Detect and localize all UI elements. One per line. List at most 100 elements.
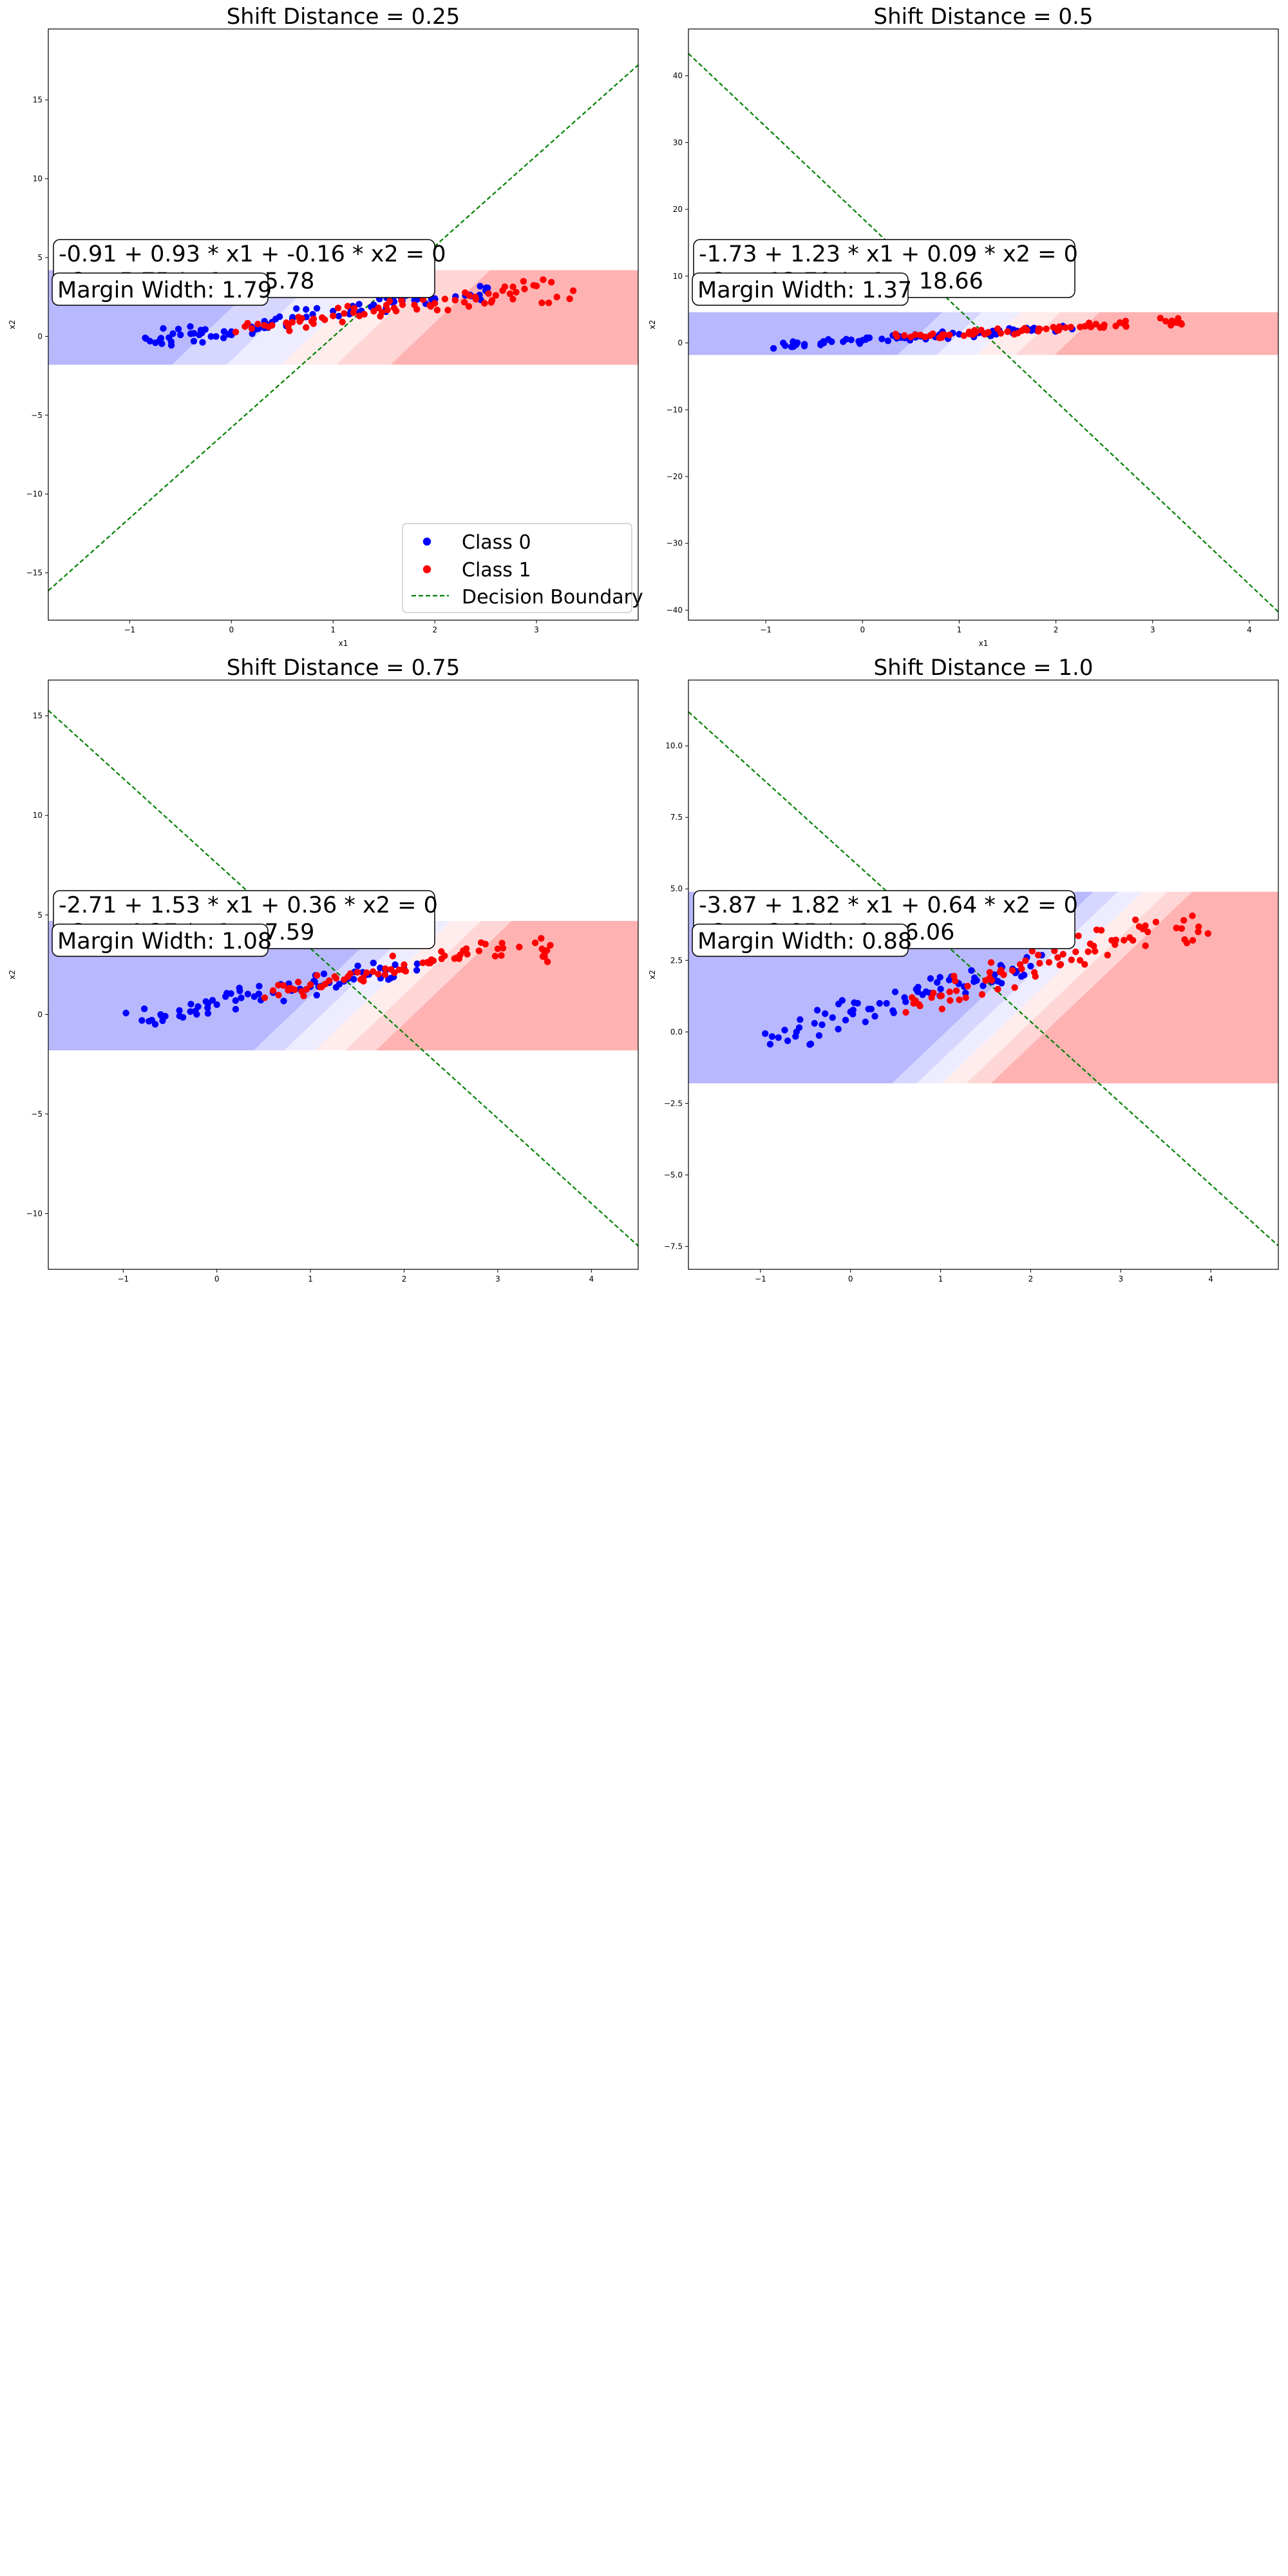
class1-point: [291, 986, 298, 994]
class1-point: [544, 958, 551, 965]
class1-point: [978, 991, 986, 998]
class0-point: [244, 990, 251, 998]
class1-point: [1204, 930, 1212, 937]
class1-point: [321, 980, 329, 988]
class0-point: [196, 331, 203, 339]
class1-point: [994, 985, 1001, 993]
x-tick-label: −1: [760, 625, 772, 634]
class1-point: [1036, 960, 1043, 967]
y-axis-label: x2: [648, 320, 657, 330]
margin-box: [692, 272, 909, 306]
class1-point: [509, 296, 516, 303]
class0-point: [927, 975, 934, 982]
class1-point: [426, 302, 433, 309]
class0-point: [276, 313, 283, 320]
y-tick-label: 10: [33, 811, 43, 820]
class0-point: [303, 306, 310, 313]
legend-box: [402, 523, 632, 613]
legend-boundary-label: Decision Boundary: [462, 586, 643, 609]
class1-point: [334, 305, 342, 312]
class1-point: [566, 295, 573, 303]
class0-point: [213, 333, 220, 340]
class1-point: [901, 332, 908, 339]
class1-point: [375, 971, 382, 978]
class1-point: [472, 296, 480, 303]
class0-point: [152, 339, 159, 346]
axes-frame: [48, 28, 639, 621]
class1-point: [1112, 941, 1119, 949]
class1-point: [1068, 956, 1075, 963]
class0-point: [784, 1037, 791, 1045]
class0-point: [194, 1003, 202, 1010]
y-tick-label: 15: [33, 95, 43, 104]
class1-point: [1056, 323, 1063, 330]
class0-point: [891, 989, 899, 996]
class1-point: [1004, 328, 1011, 336]
legend-class1-marker: [422, 565, 431, 574]
region-level-6: [990, 891, 1278, 1084]
class1-point: [956, 996, 963, 1003]
class0-point: [193, 1010, 200, 1018]
class1-point: [441, 952, 448, 960]
class0-point: [138, 1017, 146, 1024]
class1-point: [1177, 319, 1185, 327]
class1-point: [1051, 947, 1058, 954]
class1-point: [547, 942, 554, 949]
class1-point: [232, 328, 240, 336]
class0-point: [293, 305, 300, 312]
equation-text: -2.71 + 1.53 * x1 + 0.36 * x2 = 0: [59, 893, 438, 918]
class0-point: [842, 1016, 849, 1024]
class1-point: [912, 331, 919, 338]
class1-point: [339, 318, 346, 326]
class1-point: [1011, 984, 1018, 991]
class1-point: [402, 967, 410, 975]
class1-point: [1050, 323, 1057, 331]
class0-point: [175, 325, 182, 333]
class1-point: [413, 306, 421, 313]
class1-point: [1059, 951, 1066, 958]
region-level-3: [916, 891, 1143, 1084]
class1-point: [1081, 961, 1088, 968]
class1-point: [1085, 319, 1093, 327]
plot-area: [688, 53, 1278, 612]
class1-point: [242, 323, 249, 330]
y-tick-label: −30: [667, 539, 683, 548]
class1-point: [494, 945, 502, 952]
class1-point: [355, 312, 363, 319]
class0-point: [775, 1034, 782, 1041]
y-tick-label: −10: [26, 1209, 43, 1218]
class1-point: [289, 319, 296, 326]
y-tick-label: 10: [33, 175, 43, 184]
class0-point: [413, 960, 421, 967]
class0-point: [795, 1024, 803, 1031]
class1-point: [1142, 942, 1149, 949]
class0-point: [220, 334, 227, 341]
class0-point: [922, 988, 930, 996]
margin-width-text: Margin Width: 1.37: [697, 278, 912, 303]
class0-point: [855, 337, 862, 345]
class1-point: [451, 296, 459, 304]
y-tick-label: 2.5: [670, 956, 683, 965]
y-tick-label: 40: [673, 71, 683, 80]
class1-point: [987, 959, 995, 966]
class1-point: [1000, 971, 1007, 978]
class1-point: [1028, 947, 1036, 955]
axes-frame: [48, 679, 639, 1270]
class0-point: [202, 998, 209, 1005]
y-tick-label: 10: [673, 272, 683, 281]
class0-point: [238, 994, 245, 1001]
class0-point: [330, 308, 337, 315]
class1-point: [314, 972, 321, 979]
y-tick-label: −5: [31, 1110, 43, 1119]
y-tick-label: 0: [37, 1010, 43, 1019]
class1-point: [286, 985, 293, 992]
region-level-1: [688, 312, 943, 355]
class1-point: [1180, 916, 1188, 924]
decision-boundary-line: [48, 64, 638, 592]
x-tick-label: 1: [957, 625, 962, 634]
class0-point: [1027, 963, 1034, 970]
class0-point: [355, 301, 363, 308]
x-tick-label: −1: [117, 1274, 129, 1283]
